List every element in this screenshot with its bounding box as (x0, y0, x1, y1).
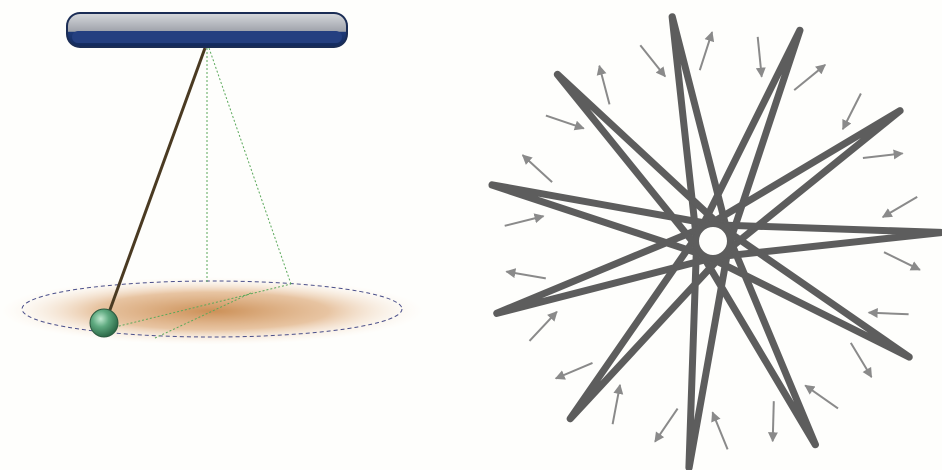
projection-lines (110, 47, 292, 339)
direction-arrow (862, 149, 904, 160)
rosette-arrows (504, 31, 921, 450)
rosette-petal (566, 218, 737, 423)
pendulum-bob (89, 308, 119, 338)
floor-shadow (0, 277, 424, 345)
rosette-center-hole (693, 221, 733, 261)
direction-arrow (881, 196, 918, 218)
direction-arrow (767, 401, 778, 443)
direction-arrow (545, 114, 585, 131)
direction-arrow (639, 44, 666, 78)
rosette-panel (488, 13, 942, 470)
floor-ellipse (21, 280, 403, 338)
direction-arrow (596, 64, 611, 105)
rosette-petal (691, 107, 904, 265)
guide-floor-1 (110, 283, 292, 329)
rosette-petal (689, 26, 804, 261)
rosette-petal (488, 181, 731, 264)
rosette-petal (685, 225, 735, 470)
direction-arrow (793, 64, 826, 91)
rosette-path (488, 13, 942, 470)
rosette-petal (493, 218, 732, 317)
rosette-petal (689, 220, 819, 449)
direction-arrow (654, 408, 679, 443)
direction-arrow (804, 384, 839, 410)
pendulum-panel (0, 12, 424, 345)
direction-arrow (849, 342, 873, 378)
direction-arrow (755, 36, 766, 78)
support-bar (66, 12, 348, 48)
direction-arrow (711, 411, 729, 450)
pendulum-string (105, 47, 207, 319)
direction-arrow (505, 268, 546, 280)
direction-arrow (867, 307, 909, 318)
guide-slant (208, 47, 292, 285)
direction-arrow (521, 154, 553, 183)
rosette-petal (698, 220, 942, 262)
direction-arrow (611, 383, 624, 425)
direction-arrow (528, 310, 558, 342)
direction-arrow (554, 361, 593, 380)
direction-arrow (504, 213, 545, 227)
direction-arrow (698, 31, 715, 71)
direction-arrow (883, 251, 921, 271)
rosette-petal (553, 70, 737, 264)
direction-arrow (841, 93, 862, 131)
rosette-petal (691, 217, 913, 361)
rosette-petal (668, 13, 736, 258)
